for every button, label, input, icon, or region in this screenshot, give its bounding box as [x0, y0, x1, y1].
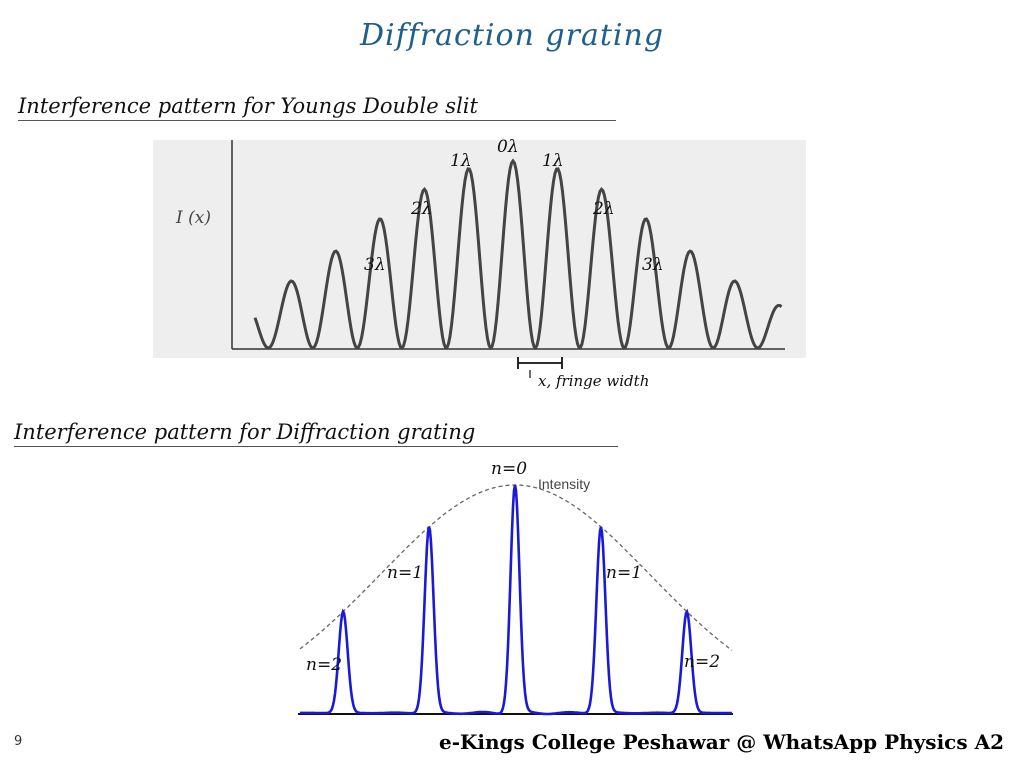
- order-label-n2-left: n=2: [306, 655, 342, 675]
- double-slit-intensity-curve: [253, 158, 783, 351]
- order-label-n1-left: n=1: [387, 563, 423, 583]
- order-label-n0: n=0: [491, 459, 527, 479]
- fringe-label-1-right: 1λ: [542, 151, 564, 171]
- order-label-n1-right: n=1: [606, 563, 642, 583]
- intensity-axis-label: I (x): [175, 208, 211, 228]
- fringe-label-1-left: 1λ: [450, 151, 472, 171]
- footer-credit: e-Kings College Peshawar @ WhatsApp Phys…: [438, 730, 1004, 754]
- order-label-n2-right: n=2: [684, 652, 720, 672]
- fringe-label-2-left: 2λ: [410, 199, 433, 219]
- fringe-label-3-right: 3λ: [642, 255, 664, 275]
- envelope-label: Intensity: [538, 476, 590, 492]
- fringe-label-3-left: 3λ: [364, 255, 386, 275]
- fringe-label-2-right: 2λ: [592, 199, 615, 219]
- grating-heading: Interference pattern for Diffraction gra…: [14, 420, 618, 447]
- fringe-width-marker: [517, 357, 563, 378]
- double-slit-heading: Interference pattern for Youngs Double s…: [18, 94, 616, 121]
- slide-title: Diffraction grating: [359, 18, 665, 53]
- grating-intensity-curve: [300, 484, 733, 716]
- slide-number: 9: [14, 734, 23, 749]
- fringe-label-0: 0λ: [497, 137, 519, 157]
- fringe-width-label: x, fringe width: [538, 372, 649, 390]
